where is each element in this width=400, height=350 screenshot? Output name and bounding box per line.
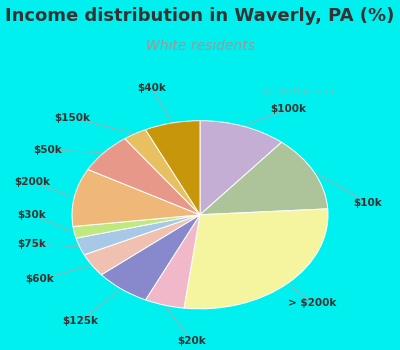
Text: $20k: $20k [178, 336, 206, 346]
Text: $200k: $200k [14, 177, 50, 187]
Text: $50k: $50k [34, 145, 62, 155]
Text: Income distribution in Waverly, PA (%): Income distribution in Waverly, PA (%) [5, 7, 395, 25]
Wedge shape [146, 121, 200, 215]
Wedge shape [101, 215, 200, 300]
Text: $150k: $150k [54, 113, 90, 123]
Text: > $200k: > $200k [288, 298, 336, 308]
Text: Ⓜ City-Data.com: Ⓜ City-Data.com [264, 87, 336, 96]
Wedge shape [73, 215, 200, 238]
Text: $75k: $75k [18, 239, 46, 249]
Wedge shape [72, 169, 200, 226]
Text: $100k: $100k [270, 104, 306, 114]
Text: White residents: White residents [146, 39, 254, 53]
Text: $40k: $40k [138, 83, 166, 93]
Wedge shape [146, 215, 200, 308]
Text: $30k: $30k [18, 210, 46, 220]
Wedge shape [84, 215, 200, 275]
Wedge shape [200, 121, 282, 215]
Wedge shape [88, 139, 200, 215]
Wedge shape [76, 215, 200, 255]
Text: $60k: $60k [26, 274, 54, 285]
Wedge shape [184, 209, 328, 309]
Text: $10k: $10k [354, 198, 382, 208]
Wedge shape [125, 130, 200, 215]
Wedge shape [200, 142, 328, 215]
Text: $125k: $125k [62, 316, 98, 326]
